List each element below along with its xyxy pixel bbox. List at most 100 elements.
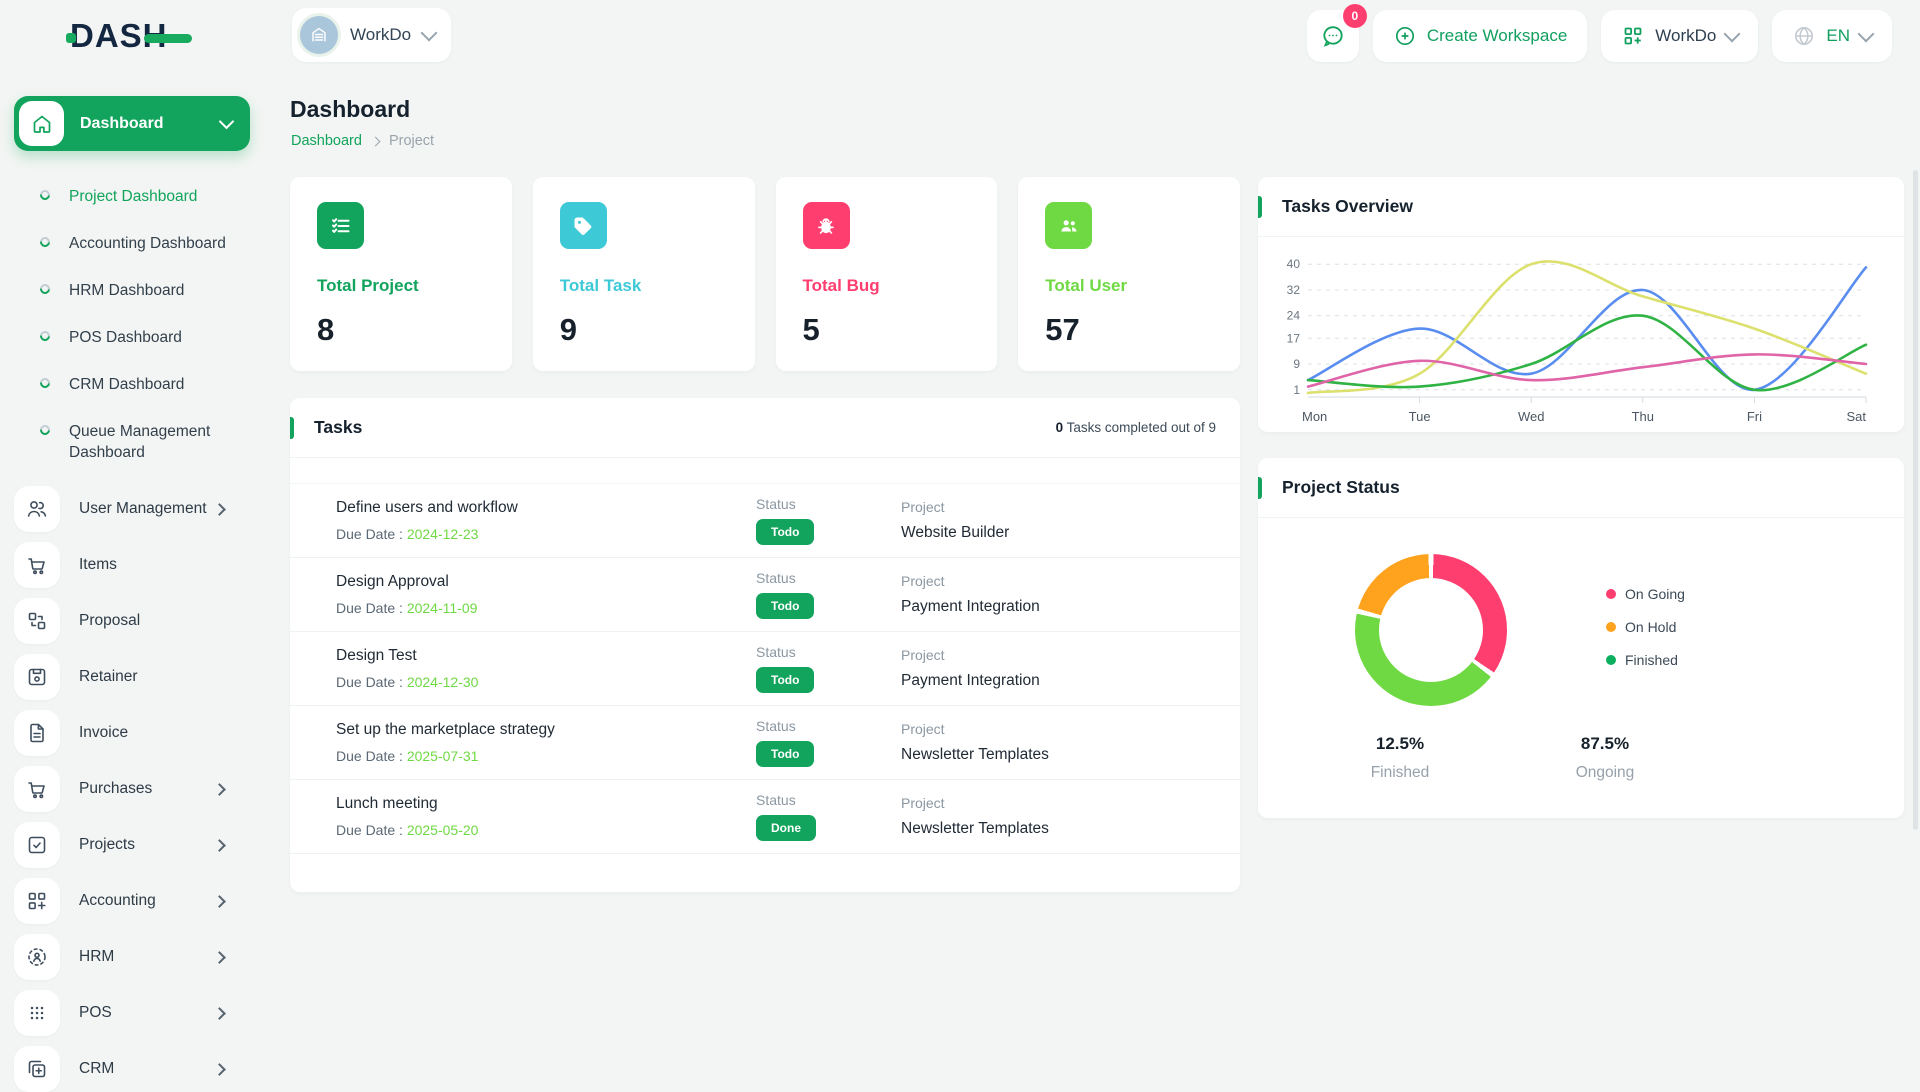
- sidebar-item-label: Invoice: [79, 724, 129, 741]
- messages-button[interactable]: 0: [1306, 4, 1367, 62]
- task-name: Design Test: [336, 647, 417, 664]
- workdo-menu-button[interactable]: WorkDo: [1601, 10, 1759, 62]
- svg-text:Thu: Thu: [1632, 409, 1654, 424]
- sidebar-item-label: Proposal: [79, 612, 141, 629]
- task-due-date: Due Date : 2024-12-30: [336, 674, 479, 690]
- sidebar-item-hrm[interactable]: HRM: [14, 934, 250, 980]
- donut-stat-finished: 12.5% Finished: [1320, 734, 1480, 782]
- legend-dot: [1606, 589, 1616, 599]
- users-group-icon: [1061, 219, 1077, 231]
- project-column-label: Project: [901, 573, 945, 589]
- sidebar-item-label: User Management: [79, 500, 207, 517]
- create-workspace-button[interactable]: Create Workspace: [1372, 10, 1588, 62]
- sidebar-subitem-hrm-dashboard[interactable]: HRM Dashboard: [14, 267, 250, 314]
- legend-label: On Hold: [1625, 619, 1677, 635]
- tasks-overview-header: Tasks Overview: [1258, 177, 1904, 237]
- chevron-right-icon: [213, 838, 226, 852]
- project-status-card: Project Status On Going On Hold Finished…: [1258, 458, 1904, 818]
- topbar: DASH WorkDo 0 Create Workspace: [0, 0, 1920, 72]
- task-row[interactable]: Lunch meeting Due Date : 2025-05-20 Stat…: [290, 780, 1240, 854]
- bullet-icon: [37, 234, 53, 250]
- legend-label: On Going: [1625, 586, 1685, 602]
- sidebar-item-pos[interactable]: POS: [14, 990, 250, 1036]
- breadcrumb: Dashboard Project: [291, 133, 434, 149]
- line-series-pink: [1306, 353, 1868, 388]
- chevron-down-icon: [218, 113, 235, 130]
- bullet-icon: [37, 375, 53, 391]
- sidebar-subitem-project-dashboard[interactable]: Project Dashboard: [14, 173, 250, 220]
- donut-chart: [1355, 554, 1507, 706]
- tag-icon: [574, 217, 592, 235]
- sidebar-item-invoice[interactable]: Invoice: [14, 710, 250, 756]
- donut-legend: On Going On Hold Finished: [1606, 586, 1685, 668]
- sidebar-subitem-accounting-dashboard[interactable]: Accounting Dashboard: [14, 220, 250, 267]
- sidebar-item-crm[interactable]: CRM: [14, 1046, 250, 1092]
- legend-item-on-hold: On Hold: [1606, 619, 1685, 635]
- tasks-summary-text: Tasks completed out of 9: [1063, 420, 1216, 435]
- legend-dot: [1606, 655, 1616, 665]
- sidebar-item-items[interactable]: Items: [14, 542, 250, 588]
- grid-plus-icon: [1624, 27, 1642, 45]
- person-target-icon: [28, 948, 46, 966]
- home-icon: [19, 101, 64, 146]
- donut-hole: [1379, 578, 1483, 682]
- sidebar-item-label: Items: [79, 556, 117, 573]
- tasks-table: Define users and workflow Due Date : 202…: [290, 484, 1240, 854]
- workspace-switcher[interactable]: WorkDo: [292, 8, 452, 62]
- tasks-card: Tasks 0 Tasks completed out of 9 Define …: [290, 398, 1240, 892]
- chevron-right-icon: [213, 502, 226, 516]
- task-name: Design Approval: [336, 573, 449, 590]
- squares-plus-icon: [28, 1060, 46, 1078]
- sidebar-subitem-queue-management-dashboard[interactable]: Queue Management Dashboard: [14, 408, 250, 476]
- sidebar-item-proposal[interactable]: Proposal: [14, 598, 250, 644]
- retainer-icon: [28, 668, 46, 686]
- task-project-name: Website Builder: [901, 524, 1010, 541]
- stat-card-label: Total User: [1045, 276, 1128, 295]
- donut-stat-label: Finished: [1370, 764, 1430, 781]
- breadcrumb-dashboard[interactable]: Dashboard: [291, 133, 362, 149]
- checklist-icon: [331, 217, 349, 233]
- task-row[interactable]: Define users and workflow Due Date : 202…: [290, 484, 1240, 558]
- chevron-down-icon: [1857, 25, 1875, 42]
- card-accent: [1258, 196, 1262, 218]
- chevron-down-icon: [1723, 25, 1741, 42]
- legend-item-finished: Finished: [1606, 652, 1685, 668]
- legend-label: Finished: [1625, 652, 1678, 668]
- sidebar-item-label: Retainer: [79, 668, 138, 685]
- sidebar-item-accounting[interactable]: Accounting: [14, 878, 250, 924]
- task-due-date: Due Date : 2024-12-23: [336, 526, 479, 542]
- page-scrollbar[interactable]: [1913, 170, 1918, 830]
- line-chart: 1 9 17 24 32 40 Mon Tue Wed Thu Fri Sat: [1287, 257, 1868, 424]
- task-status-badge: Todo: [756, 593, 815, 619]
- task-row[interactable]: Design Approval Due Date : 2024-11-09 St…: [290, 558, 1240, 632]
- sidebar-item-label: POS: [79, 1004, 112, 1021]
- sidebar: Dashboard Project Dashboard Accounting D…: [14, 96, 250, 1092]
- chevron-right-icon: [213, 1062, 226, 1076]
- sidebar-item-label: Accounting: [79, 892, 156, 909]
- task-row[interactable]: Set up the marketplace strategy Due Date…: [290, 706, 1240, 780]
- svg-text:40: 40: [1287, 257, 1301, 271]
- sidebar-item-retainer[interactable]: Retainer: [14, 654, 250, 700]
- task-row[interactable]: Design Test Due Date : 2024-12-30 Status…: [290, 632, 1240, 706]
- stat-card-total-user: Total User 57: [1018, 177, 1240, 371]
- sidebar-subitem-crm-dashboard[interactable]: CRM Dashboard: [14, 361, 250, 408]
- svg-text:Wed: Wed: [1518, 409, 1545, 424]
- sidebar-group-dashboard[interactable]: Dashboard: [14, 96, 250, 151]
- workspace-avatar: [300, 16, 338, 54]
- stat-card-value: 8: [317, 312, 335, 347]
- task-status-badge: Todo: [756, 741, 815, 767]
- sidebar-subitem-label: CRM Dashboard: [69, 376, 185, 393]
- sidebar-item-projects[interactable]: Projects: [14, 822, 250, 868]
- cart-icon: [28, 782, 45, 799]
- grid-plus-icon: [28, 892, 46, 910]
- sidebar-item-user-management[interactable]: User Management: [14, 486, 250, 532]
- stat-card-total-bug: Total Bug 5: [775, 177, 998, 371]
- sidebar-item-purchases[interactable]: Purchases: [14, 766, 250, 812]
- sidebar-group-label: Dashboard: [80, 114, 164, 132]
- svg-text:24: 24: [1287, 309, 1301, 323]
- chevron-right-icon: [213, 782, 226, 796]
- sidebar-subitem-pos-dashboard[interactable]: POS Dashboard: [14, 314, 250, 361]
- language-selector[interactable]: EN: [1772, 10, 1892, 62]
- status-column-label: Status: [756, 718, 796, 734]
- invoice-icon: [30, 723, 44, 743]
